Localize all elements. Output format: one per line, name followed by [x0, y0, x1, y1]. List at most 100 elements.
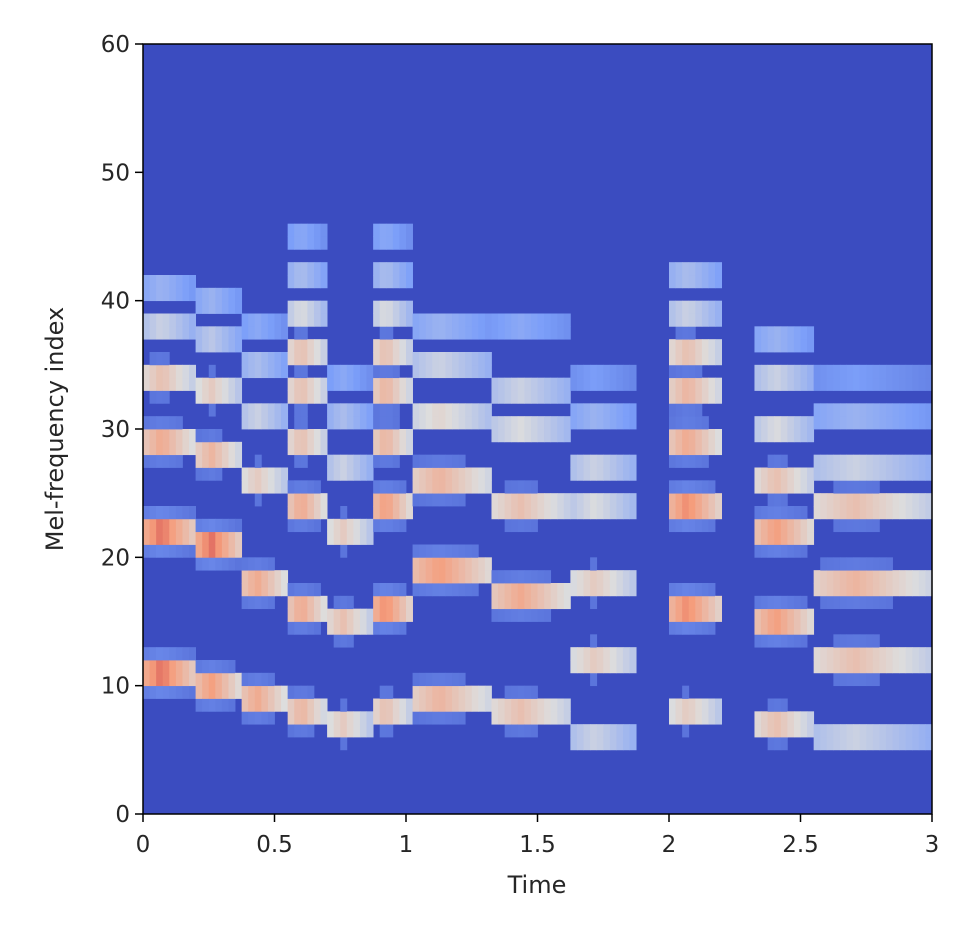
heatmap-cell — [406, 223, 413, 237]
heatmap-cell — [754, 711, 762, 725]
heatmap-cell — [629, 724, 637, 738]
heatmap-cell — [208, 300, 216, 314]
heatmap-cell — [793, 531, 801, 545]
heatmap-cell — [445, 467, 453, 481]
heatmap-cell — [261, 685, 269, 699]
heatmap-cell — [833, 724, 841, 738]
heatmap-cell — [800, 467, 808, 481]
heatmap-cell — [287, 493, 295, 507]
heatmap-cell — [688, 390, 696, 404]
heatmap-cell — [320, 352, 328, 366]
heatmap-cell — [813, 570, 821, 584]
heatmap-cell — [793, 724, 801, 738]
heatmap-cell — [432, 557, 440, 571]
heatmap-cell — [899, 570, 907, 584]
heatmap-cell — [853, 660, 861, 674]
heatmap-cell — [340, 403, 348, 417]
heatmap-cell — [228, 454, 236, 468]
heatmap-cell — [419, 685, 427, 699]
heatmap-cell — [392, 300, 400, 314]
heatmap-cell — [182, 287, 190, 302]
heatmap-cell — [780, 493, 788, 507]
heatmap-cell — [839, 454, 847, 468]
heatmap-cell — [925, 467, 933, 481]
heatmap-cell — [912, 724, 920, 738]
heatmap-cell — [379, 608, 387, 622]
heatmap-cell — [892, 364, 900, 379]
heatmap-cell — [379, 493, 387, 507]
heatmap-cell — [688, 364, 696, 379]
heatmap-cell — [149, 544, 157, 558]
heatmap-cell — [143, 364, 150, 379]
heatmap-cell — [590, 467, 598, 481]
heatmap-cell — [438, 570, 446, 584]
heatmap-cell — [241, 672, 249, 687]
heatmap-cell — [208, 454, 216, 468]
heatmap-cell — [879, 737, 887, 751]
heatmap-cell — [491, 313, 499, 327]
heatmap-cell — [885, 647, 893, 661]
heatmap-cell — [175, 313, 183, 327]
heatmap-cell — [445, 685, 453, 699]
heatmap-cell — [866, 493, 874, 507]
heatmap-cell — [274, 352, 282, 366]
heatmap-cell — [563, 698, 571, 712]
heatmap-cell — [392, 364, 400, 379]
heatmap-cell — [695, 698, 703, 712]
heatmap-cell — [774, 416, 782, 430]
heatmap-cell — [629, 506, 637, 520]
heatmap-cell — [544, 429, 552, 443]
heatmap-cell — [215, 441, 223, 456]
heatmap-cell — [300, 403, 308, 417]
heatmap-cell — [918, 660, 926, 674]
heatmap-cell — [235, 390, 243, 404]
heatmap-cell — [235, 339, 243, 353]
heatmap-cell — [754, 518, 762, 533]
heatmap-cell — [215, 660, 223, 674]
heatmap-cell — [458, 352, 466, 366]
heatmap-cell — [609, 724, 617, 738]
heatmap-cell — [701, 595, 709, 610]
heatmap-cell — [498, 377, 506, 391]
heatmap-cell — [379, 621, 387, 635]
heatmap-cell — [675, 403, 683, 417]
heatmap-cell — [530, 506, 538, 520]
heatmap-cell — [596, 403, 604, 417]
heatmap-cell — [162, 544, 170, 558]
heatmap-cell — [412, 403, 420, 417]
heatmap-cell — [195, 429, 203, 443]
heatmap-cell — [169, 531, 177, 545]
heatmap-cell — [793, 595, 801, 610]
heatmap-cell — [307, 223, 315, 237]
heatmap-cell — [412, 416, 420, 430]
heatmap-cell — [800, 531, 808, 545]
heatmap-cell — [300, 441, 308, 456]
heatmap-cell — [596, 493, 604, 507]
heatmap-cell — [366, 416, 374, 430]
heatmap-cell — [892, 570, 900, 584]
heatmap-cell — [774, 429, 782, 443]
heatmap-cell — [425, 711, 433, 725]
heatmap-cell — [833, 480, 841, 494]
heatmap-cell — [603, 416, 611, 430]
heatmap-cell — [379, 583, 387, 597]
heatmap-cell — [175, 326, 183, 340]
heatmap-cell — [530, 429, 538, 443]
heatmap-cell — [826, 403, 834, 417]
heatmap-cell — [202, 557, 210, 571]
heatmap-cell — [905, 364, 913, 379]
heatmap-cell — [359, 403, 367, 417]
heatmap-cell — [609, 364, 617, 379]
heatmap-cell — [215, 698, 223, 712]
heatmap-cell — [320, 236, 328, 250]
heatmap-cell — [761, 506, 769, 520]
heatmap-cell — [248, 711, 256, 725]
heatmap-cell — [478, 326, 486, 340]
heatmap-cell — [307, 441, 315, 456]
heatmap-cell — [761, 326, 769, 340]
heatmap-cell — [379, 262, 387, 276]
heatmap-cell — [872, 467, 880, 481]
heatmap-cell — [419, 544, 427, 558]
heatmap-cell — [609, 570, 617, 584]
heatmap-cell — [912, 364, 920, 379]
